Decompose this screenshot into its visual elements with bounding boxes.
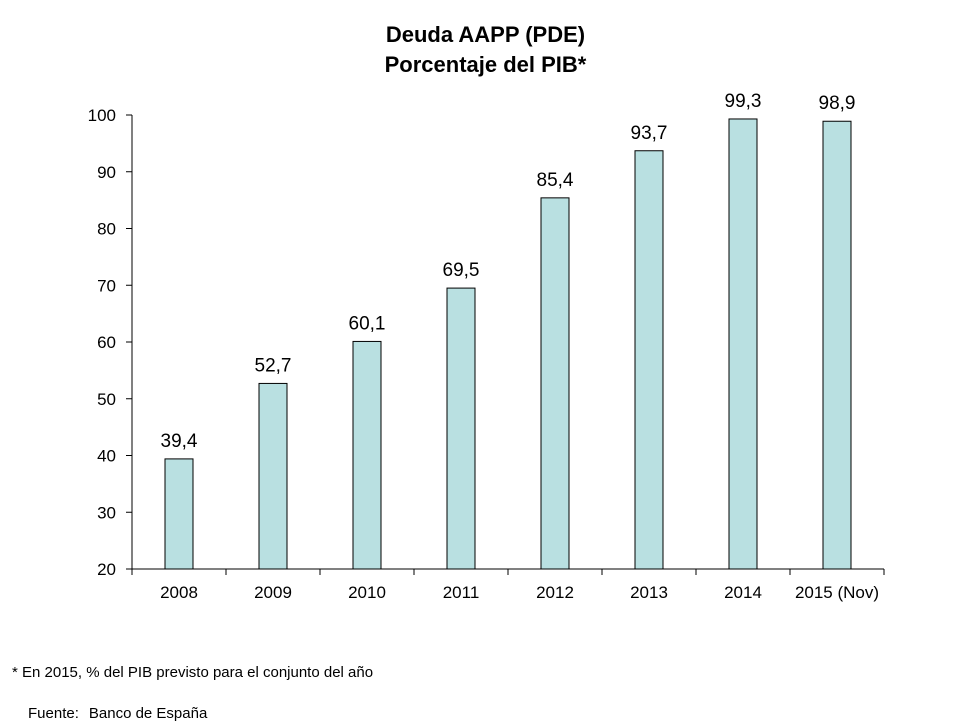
y-tick-label: 80 — [97, 220, 116, 239]
bar-value-label: 39,4 — [161, 431, 198, 452]
footnote: * En 2015, % del PIB previsto para el co… — [12, 664, 374, 681]
x-tick-label: 2010 — [348, 583, 386, 602]
bar-value-label: 85,4 — [537, 170, 574, 191]
x-tick-label: 2011 — [443, 583, 480, 602]
bar — [258, 382, 288, 570]
bar-value-label: 52,7 — [255, 355, 292, 376]
x-tick-label: 2012 — [536, 583, 574, 602]
bar-value-label: 99,3 — [725, 91, 762, 112]
y-tick-label: 70 — [97, 276, 116, 295]
chart-subtitle: Porcentaje del PIB* — [384, 52, 587, 77]
bar — [634, 150, 664, 570]
y-tick-label: 90 — [97, 163, 116, 182]
y-tick-label: 60 — [97, 333, 116, 352]
x-tick-label: 2014 — [724, 583, 762, 602]
source-label: Fuente: — [28, 705, 79, 722]
x-tick-label: 2013 — [630, 583, 668, 602]
x-tick-label: 2008 — [160, 583, 198, 602]
x-tick-label: 2009 — [254, 583, 292, 602]
bar-chart: 20 30 40 50 60 70 80 90 100 39,4 2008 52,7 2009 60,1 2… — [88, 91, 885, 602]
bar — [728, 118, 758, 570]
bar — [352, 340, 382, 570]
x-tick-label: 2015 (Nov) — [795, 583, 879, 602]
y-tick-label: 40 — [97, 447, 116, 466]
bar-value-label: 98,9 — [819, 93, 856, 114]
y-tick-label: 20 — [97, 560, 116, 579]
source-name: Banco de España — [88, 705, 208, 722]
bar — [540, 197, 570, 570]
bar — [164, 458, 194, 570]
bar-value-label: 60,1 — [349, 313, 386, 334]
y-tick-label: 50 — [97, 390, 116, 409]
bar-value-label: 93,7 — [631, 123, 668, 144]
source-line: Fuente: Banco de España — [28, 705, 207, 722]
bar — [822, 120, 852, 570]
bar-value-label: 69,5 — [443, 260, 480, 281]
bar — [446, 287, 476, 570]
chart-title: Deuda AAPP (PDE) — [385, 22, 586, 47]
y-tick-label: 100 — [88, 106, 116, 125]
y-tick-label: 30 — [97, 503, 116, 522]
